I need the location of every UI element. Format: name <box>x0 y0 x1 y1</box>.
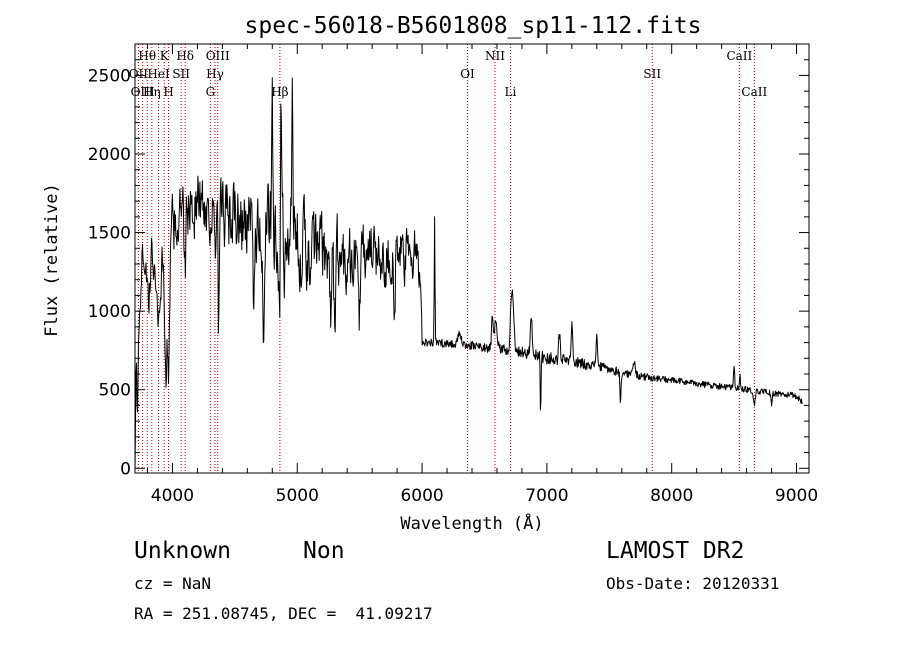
object-subclass: Non <box>303 538 345 564</box>
spectral-line-label: NII <box>485 49 505 63</box>
x-axis-label: Wavelength (Å) <box>400 512 543 534</box>
y-axis-label: Flux (relative) <box>42 183 62 337</box>
spectral-line-label: K <box>160 49 170 63</box>
spectral-line-label: CaII <box>741 85 767 99</box>
x-tick-label: 9000 <box>775 486 818 506</box>
y-tick-label: 2000 <box>88 145 131 165</box>
y-tick-label: 1500 <box>88 224 131 244</box>
spectral-line-label: Hθ <box>138 49 156 63</box>
spectral-line-label: Hγ <box>206 67 224 81</box>
flux-series-line <box>134 77 803 473</box>
sky-coordinates: RA = 251.08745, DEC = 41.09217 <box>134 604 433 623</box>
spectral-line-label: Hβ <box>271 85 288 99</box>
x-tick-label: 4000 <box>151 486 194 506</box>
x-axis-ticks: 4000 5000 6000 7000 8000 9000 <box>146 44 818 506</box>
spectral-line-labels: Hθ OII OIII K HeI Hη Hδ SII H OIII Hγ G Hβ OI NII Li SII… <box>129 49 768 99</box>
spectral-line-label: OI <box>460 67 475 81</box>
survey-name: LAMOST DR2 <box>606 538 745 564</box>
y-tick-label: 0 <box>120 459 131 479</box>
x-tick-label: 7000 <box>525 486 568 506</box>
spectral-line-label: HeI <box>147 67 170 81</box>
spectral-line-label: Li <box>505 85 517 99</box>
spectral-line-markers <box>137 44 755 473</box>
spectral-line-label: Hη <box>143 85 161 99</box>
x-tick-label: 6000 <box>400 486 443 506</box>
redshift-cz: cz = NaN <box>134 574 212 593</box>
spectral-line-label: CaII <box>726 49 752 63</box>
observation-date: Obs-Date: 20120331 <box>606 574 780 593</box>
chart-title: spec-56018-B5601808_sp11-112.fits <box>245 13 702 39</box>
spectral-line-label: SII <box>643 67 661 81</box>
x-tick-label: 5000 <box>276 486 319 506</box>
spectral-line-label: G <box>206 85 216 99</box>
x-tick-label: 8000 <box>650 486 693 506</box>
spectral-line-label: Hδ <box>176 49 194 63</box>
y-tick-label: 500 <box>99 381 131 401</box>
spectral-line-label: OIII <box>131 85 155 99</box>
spectral-line-label: OII <box>129 67 149 81</box>
spectral-line-label: OIII <box>206 49 230 63</box>
y-axis-ticks: 0 500 1000 1500 2000 2500 <box>88 59 809 479</box>
plot-frame <box>134 43 810 474</box>
y-tick-label: 2500 <box>88 66 131 86</box>
spectral-line-label: SII <box>172 67 190 81</box>
y-tick-label: 1000 <box>88 302 131 322</box>
spectral-line-label: H <box>163 85 173 99</box>
object-class: Unknown <box>134 538 231 564</box>
